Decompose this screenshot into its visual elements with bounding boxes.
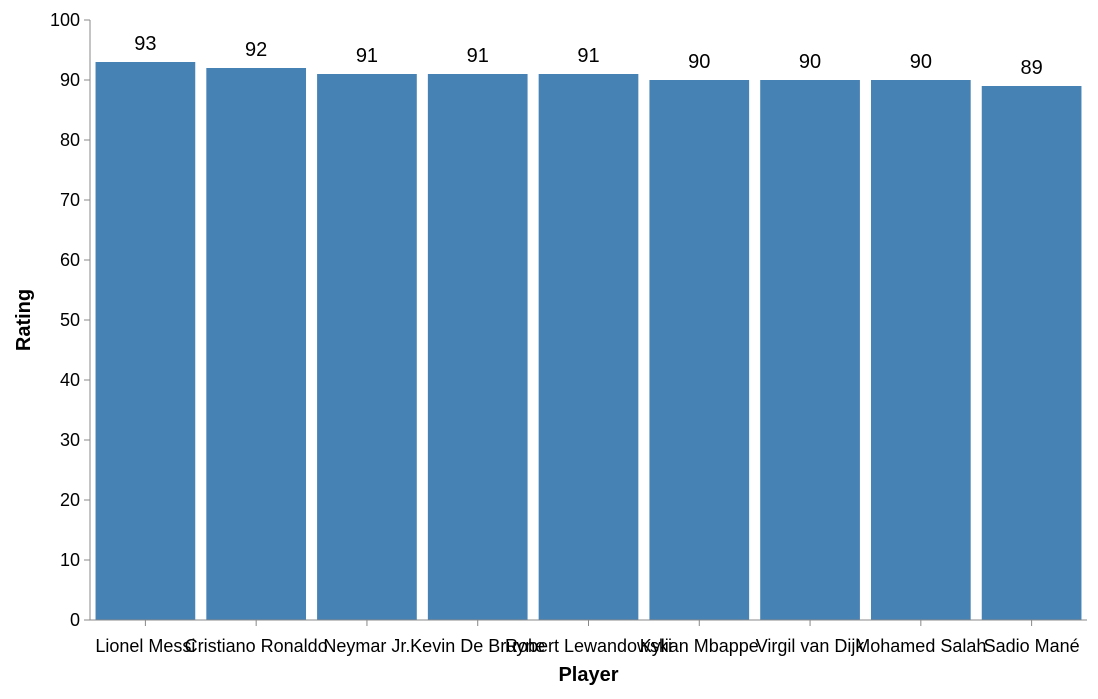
y-tick-label: 20 [60,490,80,510]
x-axis-title: Player [558,664,618,686]
bar [981,86,1082,620]
x-tick-label: Sadio Mané [984,636,1080,656]
x-tick-label: Kevin De Bruyne [410,636,545,656]
bar [206,68,307,620]
data-label: 91 [356,45,378,67]
y-tick-label: 30 [60,430,80,450]
data-label: 91 [467,45,489,67]
x-tick-label: Cristiano Ronaldo [185,636,328,656]
data-label: 90 [799,51,821,73]
y-tick-label: 10 [60,550,80,570]
data-label: 90 [688,51,710,73]
bar [538,74,639,620]
bar [95,62,196,620]
x-tick-label: Virgil van Dijk [756,636,866,656]
data-labels-layer: 93 92 91 91 91 90 90 90 89 [134,33,1042,79]
x-tick-label: Robert Lewandowski [505,636,672,656]
data-label: 92 [245,39,267,61]
bar [870,80,971,620]
y-tick-label: 0 [70,610,80,630]
x-tick-label: Mohamed Salah [855,636,986,656]
y-tick-label: 90 [60,70,80,90]
data-label: 91 [577,45,599,67]
y-tick-label: 100 [50,10,80,30]
x-tick-label: Lionel Messi [95,636,195,656]
bar [427,74,528,620]
data-label: 89 [1020,57,1042,79]
x-tick-label: Kylian Mbappe [640,636,759,656]
y-tick-label: 60 [60,250,80,270]
data-label: 90 [910,51,932,73]
bar [760,80,860,620]
y-tick-label: 50 [60,310,80,330]
bars-layer [95,62,1082,620]
data-label: 93 [134,33,156,55]
y-tick-label: 80 [60,130,80,150]
y-axis: 0 10 20 30 40 50 60 70 80 90 100 [50,10,91,630]
x-tick-label: Neymar Jr. [323,636,410,656]
y-tick-label: 40 [60,370,80,390]
bar [649,80,750,620]
y-axis-title: Rating [13,289,35,351]
bar [317,74,417,620]
y-tick-label: 70 [60,190,80,210]
